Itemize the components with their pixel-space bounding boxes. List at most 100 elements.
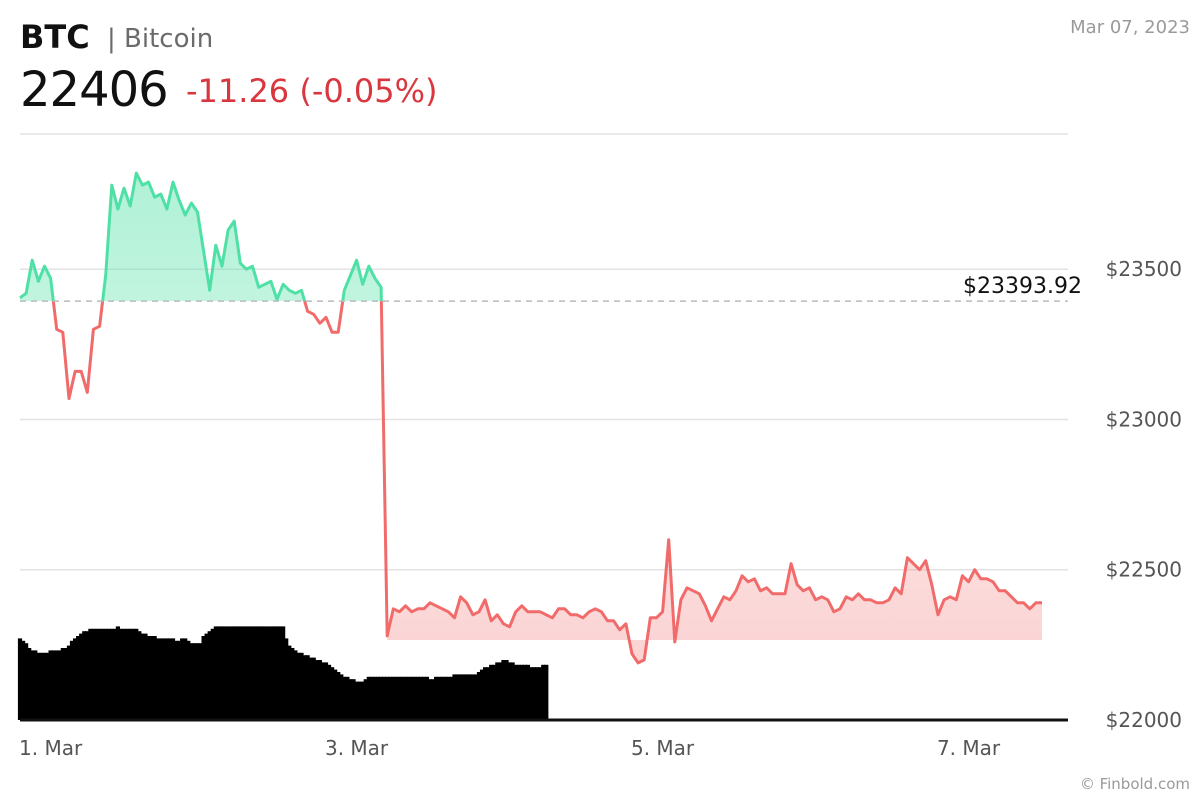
volume-bar bbox=[39, 652, 44, 720]
volume-bar bbox=[388, 676, 393, 720]
volume-bar bbox=[418, 676, 423, 720]
ticker-symbol: BTC bbox=[20, 18, 90, 56]
volume-bar bbox=[161, 638, 166, 720]
volume-bar bbox=[167, 638, 173, 720]
volume-bar bbox=[106, 628, 111, 720]
y-axis-ticks: $22000 $22500 $23000 $23500 bbox=[1106, 257, 1182, 732]
price-area-below bbox=[387, 539, 1042, 663]
volume-bar bbox=[235, 626, 240, 720]
volume-bar bbox=[513, 664, 518, 720]
volume-bar bbox=[33, 650, 38, 720]
volume-bar bbox=[369, 676, 374, 720]
volume-bar bbox=[323, 662, 329, 720]
volume-bar bbox=[339, 674, 344, 720]
price-area bbox=[20, 173, 1042, 663]
volume-bar bbox=[94, 628, 99, 720]
volume-bar bbox=[48, 650, 53, 720]
volume-bar bbox=[446, 676, 451, 720]
volume-bar bbox=[216, 626, 221, 720]
volume-bar bbox=[271, 626, 277, 720]
volume-bar bbox=[308, 657, 313, 720]
volume-bar bbox=[473, 674, 479, 720]
volume-bar bbox=[27, 648, 32, 720]
volume-bar bbox=[482, 667, 488, 720]
volume-bar bbox=[409, 676, 414, 720]
volume-bar bbox=[152, 636, 157, 720]
volume-bar bbox=[345, 676, 350, 720]
volume-bar bbox=[372, 676, 378, 720]
volume-bar bbox=[437, 676, 442, 720]
volume-bar bbox=[164, 638, 169, 720]
volume-bar bbox=[415, 676, 420, 720]
volume-bar bbox=[403, 676, 408, 720]
volume-bar bbox=[66, 645, 72, 720]
volume-bar bbox=[541, 664, 546, 720]
volume-bar bbox=[421, 676, 427, 720]
footer-credit: © Finbold.com bbox=[1079, 775, 1190, 793]
volume-bar bbox=[177, 640, 182, 720]
price-change: -11.26 (-0.05%) bbox=[186, 72, 438, 110]
volume-bar bbox=[79, 633, 84, 720]
asset-name: | Bitcoin bbox=[107, 24, 214, 54]
price-line-below bbox=[51, 301, 1042, 665]
volume-bar bbox=[219, 626, 225, 720]
volume-bar bbox=[382, 676, 387, 720]
volume-bar bbox=[406, 676, 411, 720]
volume-bar bbox=[140, 633, 145, 720]
volume-bar bbox=[357, 681, 362, 720]
volume-bar bbox=[479, 669, 485, 720]
volume-bar bbox=[458, 674, 463, 720]
volume-bar bbox=[510, 662, 515, 720]
volume-bar bbox=[30, 650, 35, 720]
volume-bar bbox=[232, 626, 237, 720]
volume-bar bbox=[455, 674, 460, 720]
volume-bar bbox=[314, 660, 319, 720]
volume-bar bbox=[333, 669, 338, 720]
volume-bar bbox=[91, 628, 96, 720]
volume-bar bbox=[525, 664, 531, 720]
volume-bar bbox=[296, 652, 301, 720]
volume-bar bbox=[385, 676, 390, 720]
price-line bbox=[19, 171, 1042, 665]
volume-bar bbox=[57, 650, 62, 720]
volume-bar bbox=[476, 672, 482, 720]
volume-bar bbox=[538, 667, 543, 720]
volume-bar bbox=[290, 648, 295, 720]
volume-bar bbox=[486, 667, 491, 720]
volume-bar bbox=[36, 652, 41, 720]
volume-bar bbox=[400, 676, 405, 720]
volume-bar bbox=[180, 638, 185, 720]
volume-bar bbox=[467, 674, 472, 720]
volume-bar bbox=[20, 640, 26, 720]
volume-bar bbox=[378, 676, 384, 720]
volume-bar bbox=[397, 676, 402, 720]
volume-bar bbox=[449, 676, 454, 720]
volume-bar bbox=[17, 638, 23, 720]
volume-bar bbox=[336, 672, 341, 720]
volume-bar bbox=[195, 643, 200, 720]
volume-bar bbox=[391, 676, 396, 720]
volume-bar bbox=[173, 640, 179, 720]
volume-bar bbox=[495, 662, 500, 720]
volume-bar bbox=[287, 645, 292, 720]
volume-bar bbox=[210, 628, 215, 720]
volume-bar bbox=[198, 643, 203, 720]
volume-bar bbox=[522, 664, 527, 720]
y-tick-label: $23000 bbox=[1106, 407, 1182, 431]
volume-bar bbox=[88, 628, 93, 720]
volume-bar bbox=[225, 626, 231, 720]
reference-line-label: $23393.92 bbox=[963, 274, 1082, 299]
volume-bar bbox=[354, 681, 359, 720]
volume-bar bbox=[317, 660, 322, 720]
volume-bar bbox=[342, 676, 347, 720]
volume-bar bbox=[360, 681, 365, 720]
volume-bar bbox=[134, 628, 139, 720]
volume-bar bbox=[531, 667, 537, 720]
volume-bar bbox=[443, 676, 448, 720]
volume-bar bbox=[124, 628, 130, 720]
volume-bar bbox=[507, 662, 512, 720]
volume-bar bbox=[103, 628, 108, 720]
volume-bar bbox=[492, 664, 497, 720]
x-tick-label: 1. Mar bbox=[19, 736, 83, 760]
x-tick-label: 7. Mar bbox=[937, 736, 1001, 760]
